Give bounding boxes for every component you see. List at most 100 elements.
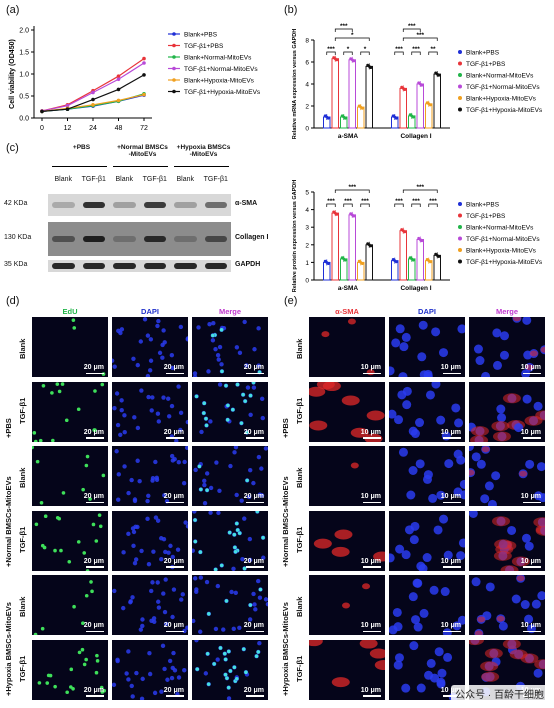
nucleus	[178, 410, 184, 415]
sma-signal	[481, 446, 490, 453]
nucleus	[140, 676, 145, 681]
replicate-point	[352, 214, 356, 218]
replicate-point	[335, 58, 339, 62]
replicate-point	[411, 258, 415, 262]
nucleus	[150, 475, 156, 481]
nucleus	[147, 368, 153, 373]
nucleus	[240, 556, 245, 561]
micrograph-image	[192, 575, 268, 634]
nucleus	[180, 592, 185, 597]
nucleus	[454, 417, 464, 427]
edu-spot	[82, 662, 87, 666]
nucleus	[157, 350, 163, 356]
nucleus	[511, 594, 521, 604]
edu-spot	[97, 512, 102, 517]
edu-spot	[233, 549, 238, 554]
nucleus	[114, 449, 119, 454]
legend-marker	[458, 248, 462, 252]
micrograph-tile: 20 μm	[192, 317, 268, 377]
scale-bar-label: 10 μm	[520, 428, 541, 436]
sig-label: ***	[340, 23, 348, 30]
nucleus	[253, 607, 258, 612]
scale-bar	[166, 501, 184, 503]
nucleus	[524, 614, 534, 624]
edu-spot	[235, 527, 240, 532]
nucleus	[389, 409, 397, 419]
micrograph-tile: 10 μm	[469, 446, 545, 506]
sma-signal	[512, 317, 521, 322]
nucleus	[247, 536, 253, 541]
sma-signal	[500, 564, 519, 571]
nucleus	[232, 450, 237, 455]
replicate-point	[360, 106, 364, 110]
nucleus	[226, 695, 232, 700]
legend-marker	[172, 43, 176, 48]
nucleus	[245, 384, 251, 390]
edu-spot	[248, 393, 253, 397]
nucleus	[391, 338, 401, 348]
cell-viability-line-chart: 0.0 0.5 1.0 1.5 2.0 0 12 24 48 72 Cell viability (…	[9, 26, 261, 132]
scale-bar-label: 20 μm	[83, 686, 104, 694]
edu-spot	[254, 653, 259, 658]
nucleus	[389, 625, 398, 635]
micrograph-tile: 20 μm	[32, 446, 108, 506]
nucleus	[139, 387, 144, 393]
micrograph-tile: 20 μm	[32, 510, 108, 571]
nucleus	[242, 515, 247, 521]
edu-spot	[88, 497, 92, 501]
sig-bracket	[394, 51, 404, 55]
scale-bar	[246, 437, 264, 439]
nucleus	[175, 691, 180, 696]
micrograph-image	[112, 383, 188, 442]
edu-spot	[225, 675, 229, 680]
edu-spot	[57, 516, 61, 521]
y-tick-label: 2.0	[19, 28, 29, 35]
nucleus	[439, 514, 449, 524]
edu-spot	[100, 382, 105, 386]
nucleus	[174, 438, 179, 442]
scale-bar-label: 20 μm	[83, 493, 104, 500]
sma-signal	[331, 676, 350, 687]
nucleus	[408, 426, 418, 436]
y-axis-label: Relative mRNA expression versus GAPDH	[292, 29, 298, 139]
group-label: +PBS	[281, 418, 290, 438]
bar	[416, 239, 424, 281]
nucleus	[148, 337, 154, 342]
scale-bar	[86, 630, 104, 632]
micrograph-tile: 10 μm	[389, 575, 465, 635]
nucleus	[162, 340, 167, 345]
scale-bar	[363, 630, 381, 632]
edu-spot	[241, 646, 246, 651]
nucleus	[182, 628, 187, 634]
nucleus	[115, 422, 121, 427]
legend-marker	[458, 73, 462, 77]
nucleus	[426, 658, 436, 668]
blot-band	[143, 263, 166, 269]
legend-label: Blank+PBS	[466, 50, 500, 57]
edu-spot	[233, 545, 237, 549]
nucleus	[169, 403, 175, 408]
nucleus	[169, 352, 175, 358]
edu-spot	[85, 454, 90, 459]
x-tick-label: 12	[64, 125, 72, 132]
edu-spot	[41, 383, 46, 388]
edu-spot	[72, 326, 77, 330]
nucleus	[178, 324, 184, 330]
nucleus	[392, 607, 402, 617]
y-tick-label: 1.0	[19, 72, 29, 79]
scale-bar-label: 10 μm	[440, 622, 461, 629]
scale-bar-label: 20 μm	[163, 622, 184, 629]
micrograph-tile: 10 μm	[469, 381, 545, 442]
legend-marker	[458, 96, 462, 100]
nucleus	[155, 411, 161, 416]
nucleus	[507, 525, 517, 535]
micrograph-tile: 20 μm	[192, 446, 268, 506]
nucleus	[398, 372, 408, 377]
edu-spot	[237, 530, 242, 535]
nucleus	[402, 399, 412, 409]
sma-signal	[496, 615, 505, 622]
micrograph-image	[192, 319, 262, 377]
panel-label-a: (a)	[6, 4, 20, 16]
nucleus	[520, 600, 530, 610]
nucleus	[215, 583, 221, 589]
